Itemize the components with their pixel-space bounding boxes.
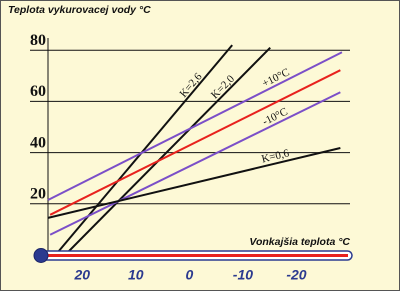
y-tick-label: 60	[30, 83, 46, 100]
thermometer	[34, 249, 352, 263]
y-tick-label: 40	[30, 134, 46, 151]
thermometer-column	[40, 254, 348, 257]
x-tick-label: -10	[233, 267, 253, 283]
y-tick-label: 80	[30, 32, 46, 49]
x-tick-label: 0	[185, 267, 193, 283]
chart: Teplota vykurovacej vody °C 20 40 60 80 20 10…	[0, 0, 400, 291]
y-tick-label: 20	[30, 185, 46, 202]
chart-title: Teplota vykurovacej vody °C	[8, 4, 151, 16]
x-axis-label: Vonkajšia teplota °C	[249, 236, 350, 248]
thermometer-bulb	[34, 249, 48, 263]
x-tick-label: 20	[73, 267, 90, 283]
x-tick-label: -20	[286, 267, 306, 283]
x-tick-label: 10	[128, 267, 144, 283]
